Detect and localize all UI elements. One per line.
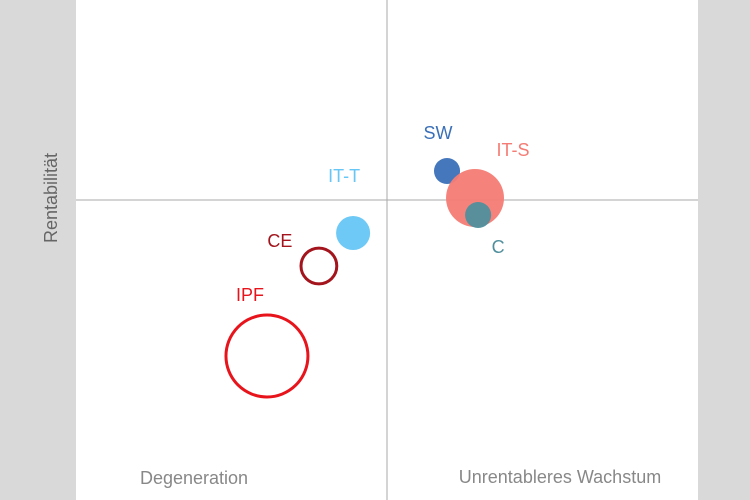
y-axis-label: Rentabilität xyxy=(41,153,61,243)
bubble xyxy=(336,215,371,251)
bubble xyxy=(299,246,339,286)
bubble-label: IT-T xyxy=(328,166,360,186)
bubble-label: CE xyxy=(267,231,292,251)
quadrant-label: Degeneration xyxy=(140,468,248,488)
bubble xyxy=(224,313,310,399)
bubble-label: IPF xyxy=(236,285,264,305)
quadrant-label: Unrentableres Wachstum xyxy=(459,467,661,487)
bubble xyxy=(465,201,492,229)
bubble-label: C xyxy=(492,237,505,257)
bubble-label: IT-S xyxy=(497,140,530,160)
bubble xyxy=(433,157,461,185)
bubble-label: SW xyxy=(424,123,453,143)
